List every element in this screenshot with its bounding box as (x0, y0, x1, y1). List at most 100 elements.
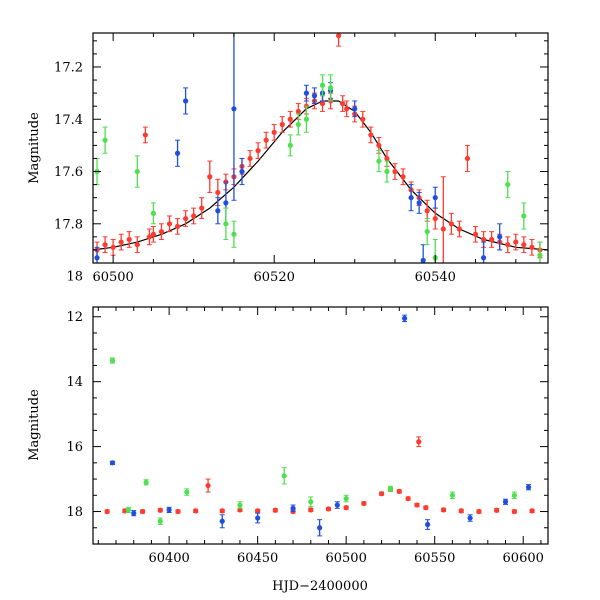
x-tick-label: 60400 (148, 551, 189, 566)
data-point (424, 208, 430, 214)
x-tick-label: 60600 (503, 551, 544, 566)
data-point (134, 242, 140, 248)
data-point (464, 155, 471, 162)
data-point (166, 221, 173, 227)
x-tick-label: 60450 (237, 551, 278, 566)
data-point (175, 508, 181, 515)
data-point (384, 155, 390, 162)
data-point (183, 215, 189, 222)
data-point (401, 315, 408, 321)
bottom-panel-marks (104, 314, 535, 537)
data-point (146, 234, 152, 240)
data-point (336, 33, 342, 39)
top-panel: 60500 60520 60540 17.2 17.4 17.6 17.8 18 Magnit… (27, 32, 549, 285)
data-point (325, 506, 332, 512)
data-point (449, 492, 455, 498)
y-tick-label: 17.8 (54, 217, 83, 232)
bottom-panel-frame (92, 306, 549, 545)
data-point (272, 507, 278, 513)
data-point (376, 158, 382, 164)
data-point (423, 505, 429, 511)
data-point (174, 223, 181, 230)
data-point (340, 100, 346, 107)
top-panel-marks (93, 33, 548, 263)
bottom-y-axis-label: Magnitude (27, 389, 42, 461)
data-point (287, 116, 293, 122)
data-point (387, 486, 394, 492)
data-point (440, 507, 447, 513)
data-point (150, 231, 156, 237)
data-point (472, 231, 479, 237)
data-point (352, 106, 358, 112)
data-point (255, 515, 261, 521)
data-point (344, 106, 350, 112)
data-point (104, 508, 110, 515)
data-point (102, 242, 108, 248)
x-tick-label: 60500 (325, 551, 366, 566)
data-point (400, 174, 406, 180)
data-point (287, 142, 293, 148)
data-point (317, 525, 323, 531)
data-point (343, 495, 349, 502)
data-point (183, 98, 189, 104)
data-point (384, 168, 390, 175)
data-point (150, 210, 156, 216)
data-point (378, 491, 385, 497)
y-tick-label: 17.2 (54, 60, 83, 75)
data-point (239, 168, 245, 175)
data-point (311, 93, 318, 99)
data-point (521, 213, 527, 219)
data-point (458, 508, 464, 514)
data-point (223, 221, 229, 227)
bottom-panel: 60400 60450 60500 60550 60600 12 14 16 18 Magnit… (27, 306, 549, 594)
data-point (319, 100, 326, 107)
data-point (505, 181, 511, 188)
bottom-x-axis-label: HJD−2400000 (272, 579, 368, 594)
y-tick-label: 14 (66, 375, 83, 390)
y-tick-label: 18 (66, 505, 83, 520)
top-y-axis-label: Magnitude (27, 112, 42, 184)
data-point (102, 137, 108, 143)
data-point (525, 484, 532, 490)
data-point (303, 116, 310, 122)
data-point (537, 252, 543, 258)
data-point (215, 189, 221, 196)
data-point (414, 502, 420, 508)
data-point (476, 508, 482, 515)
data-point (424, 229, 430, 235)
data-point (489, 236, 495, 243)
data-point (237, 502, 243, 508)
data-point (420, 257, 426, 263)
data-point (255, 148, 261, 154)
data-point (109, 460, 116, 466)
data-point (432, 195, 438, 201)
data-point (360, 116, 366, 122)
top-panel-frame (92, 32, 549, 264)
data-point (126, 236, 132, 243)
data-point (143, 479, 149, 485)
data-point (334, 502, 340, 508)
data-point (158, 229, 165, 235)
data-point (157, 518, 163, 524)
data-point (215, 208, 221, 214)
data-point (191, 213, 197, 219)
data-point (361, 500, 367, 507)
data-point (405, 495, 411, 502)
data-point (376, 142, 382, 148)
x-tick-label: 60500 (92, 270, 133, 285)
data-point (343, 505, 349, 511)
data-point (271, 129, 277, 135)
data-point (110, 244, 116, 250)
data-point (511, 492, 517, 498)
data-point (440, 226, 446, 232)
data-point (207, 174, 213, 180)
y-tick-label: 17.4 (54, 113, 83, 128)
bottom-panel-ticks: 60400 60450 60500 60550 60600 12 14 16 18 (66, 307, 548, 566)
data-point (467, 515, 473, 521)
data-point (231, 106, 237, 112)
data-point (134, 168, 140, 175)
data-point (263, 137, 269, 143)
data-point (480, 255, 487, 261)
data-point (295, 108, 301, 115)
